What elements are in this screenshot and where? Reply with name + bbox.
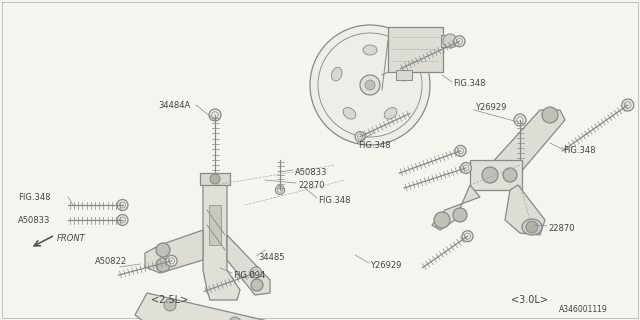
Circle shape: [209, 109, 221, 121]
Ellipse shape: [384, 108, 397, 119]
Polygon shape: [200, 173, 230, 185]
Circle shape: [622, 99, 634, 111]
Circle shape: [443, 34, 457, 48]
Text: FRONT: FRONT: [57, 234, 86, 243]
Circle shape: [310, 25, 430, 145]
Circle shape: [542, 107, 558, 123]
Text: FIG.094: FIG.094: [233, 270, 265, 279]
Circle shape: [355, 132, 365, 142]
Circle shape: [229, 317, 241, 320]
Text: <3.0L>: <3.0L>: [511, 295, 548, 305]
Circle shape: [453, 208, 467, 222]
Text: 34484A: 34484A: [158, 100, 190, 109]
Circle shape: [460, 163, 472, 173]
Text: A50833: A50833: [295, 167, 328, 177]
Circle shape: [365, 80, 375, 90]
Circle shape: [156, 243, 170, 257]
Polygon shape: [145, 230, 203, 273]
Circle shape: [454, 36, 465, 47]
Polygon shape: [388, 27, 443, 72]
Circle shape: [455, 145, 466, 156]
Text: A50833: A50833: [18, 215, 51, 225]
Text: 34485: 34485: [258, 253, 285, 262]
Polygon shape: [209, 205, 221, 245]
Circle shape: [514, 114, 526, 126]
Text: 22870: 22870: [298, 180, 324, 189]
Circle shape: [250, 267, 261, 278]
Circle shape: [360, 75, 380, 95]
Circle shape: [503, 168, 517, 182]
Circle shape: [462, 231, 473, 242]
Circle shape: [275, 186, 285, 195]
Bar: [441, 35, 453, 47]
Circle shape: [482, 167, 498, 183]
Ellipse shape: [522, 219, 542, 235]
Text: FIG.348: FIG.348: [358, 140, 390, 149]
Text: <2.5L>: <2.5L>: [152, 295, 189, 305]
Polygon shape: [432, 185, 480, 230]
Circle shape: [210, 174, 220, 184]
Circle shape: [526, 221, 538, 233]
Text: FIG.348: FIG.348: [18, 193, 51, 202]
Ellipse shape: [363, 45, 377, 55]
Text: 22870: 22870: [548, 223, 575, 233]
Circle shape: [156, 258, 170, 272]
Polygon shape: [203, 185, 240, 300]
Ellipse shape: [332, 67, 342, 81]
Polygon shape: [227, 235, 270, 295]
Circle shape: [434, 212, 450, 228]
Text: Y26929: Y26929: [475, 102, 506, 111]
Text: FIG.348: FIG.348: [318, 196, 351, 204]
Text: A346001119: A346001119: [559, 305, 608, 314]
Bar: [396, 70, 412, 80]
Circle shape: [117, 214, 128, 226]
Text: A50822: A50822: [95, 258, 127, 267]
Circle shape: [164, 299, 176, 311]
Circle shape: [251, 279, 263, 291]
Circle shape: [166, 255, 177, 266]
Polygon shape: [470, 160, 522, 190]
Ellipse shape: [343, 108, 356, 119]
Text: Y26929: Y26929: [370, 260, 401, 269]
Ellipse shape: [398, 67, 408, 81]
Circle shape: [117, 199, 128, 211]
Polygon shape: [135, 293, 293, 320]
Text: FIG.348: FIG.348: [563, 146, 595, 155]
Text: FIG.348: FIG.348: [453, 78, 486, 87]
Polygon shape: [505, 185, 545, 235]
Polygon shape: [490, 110, 565, 173]
